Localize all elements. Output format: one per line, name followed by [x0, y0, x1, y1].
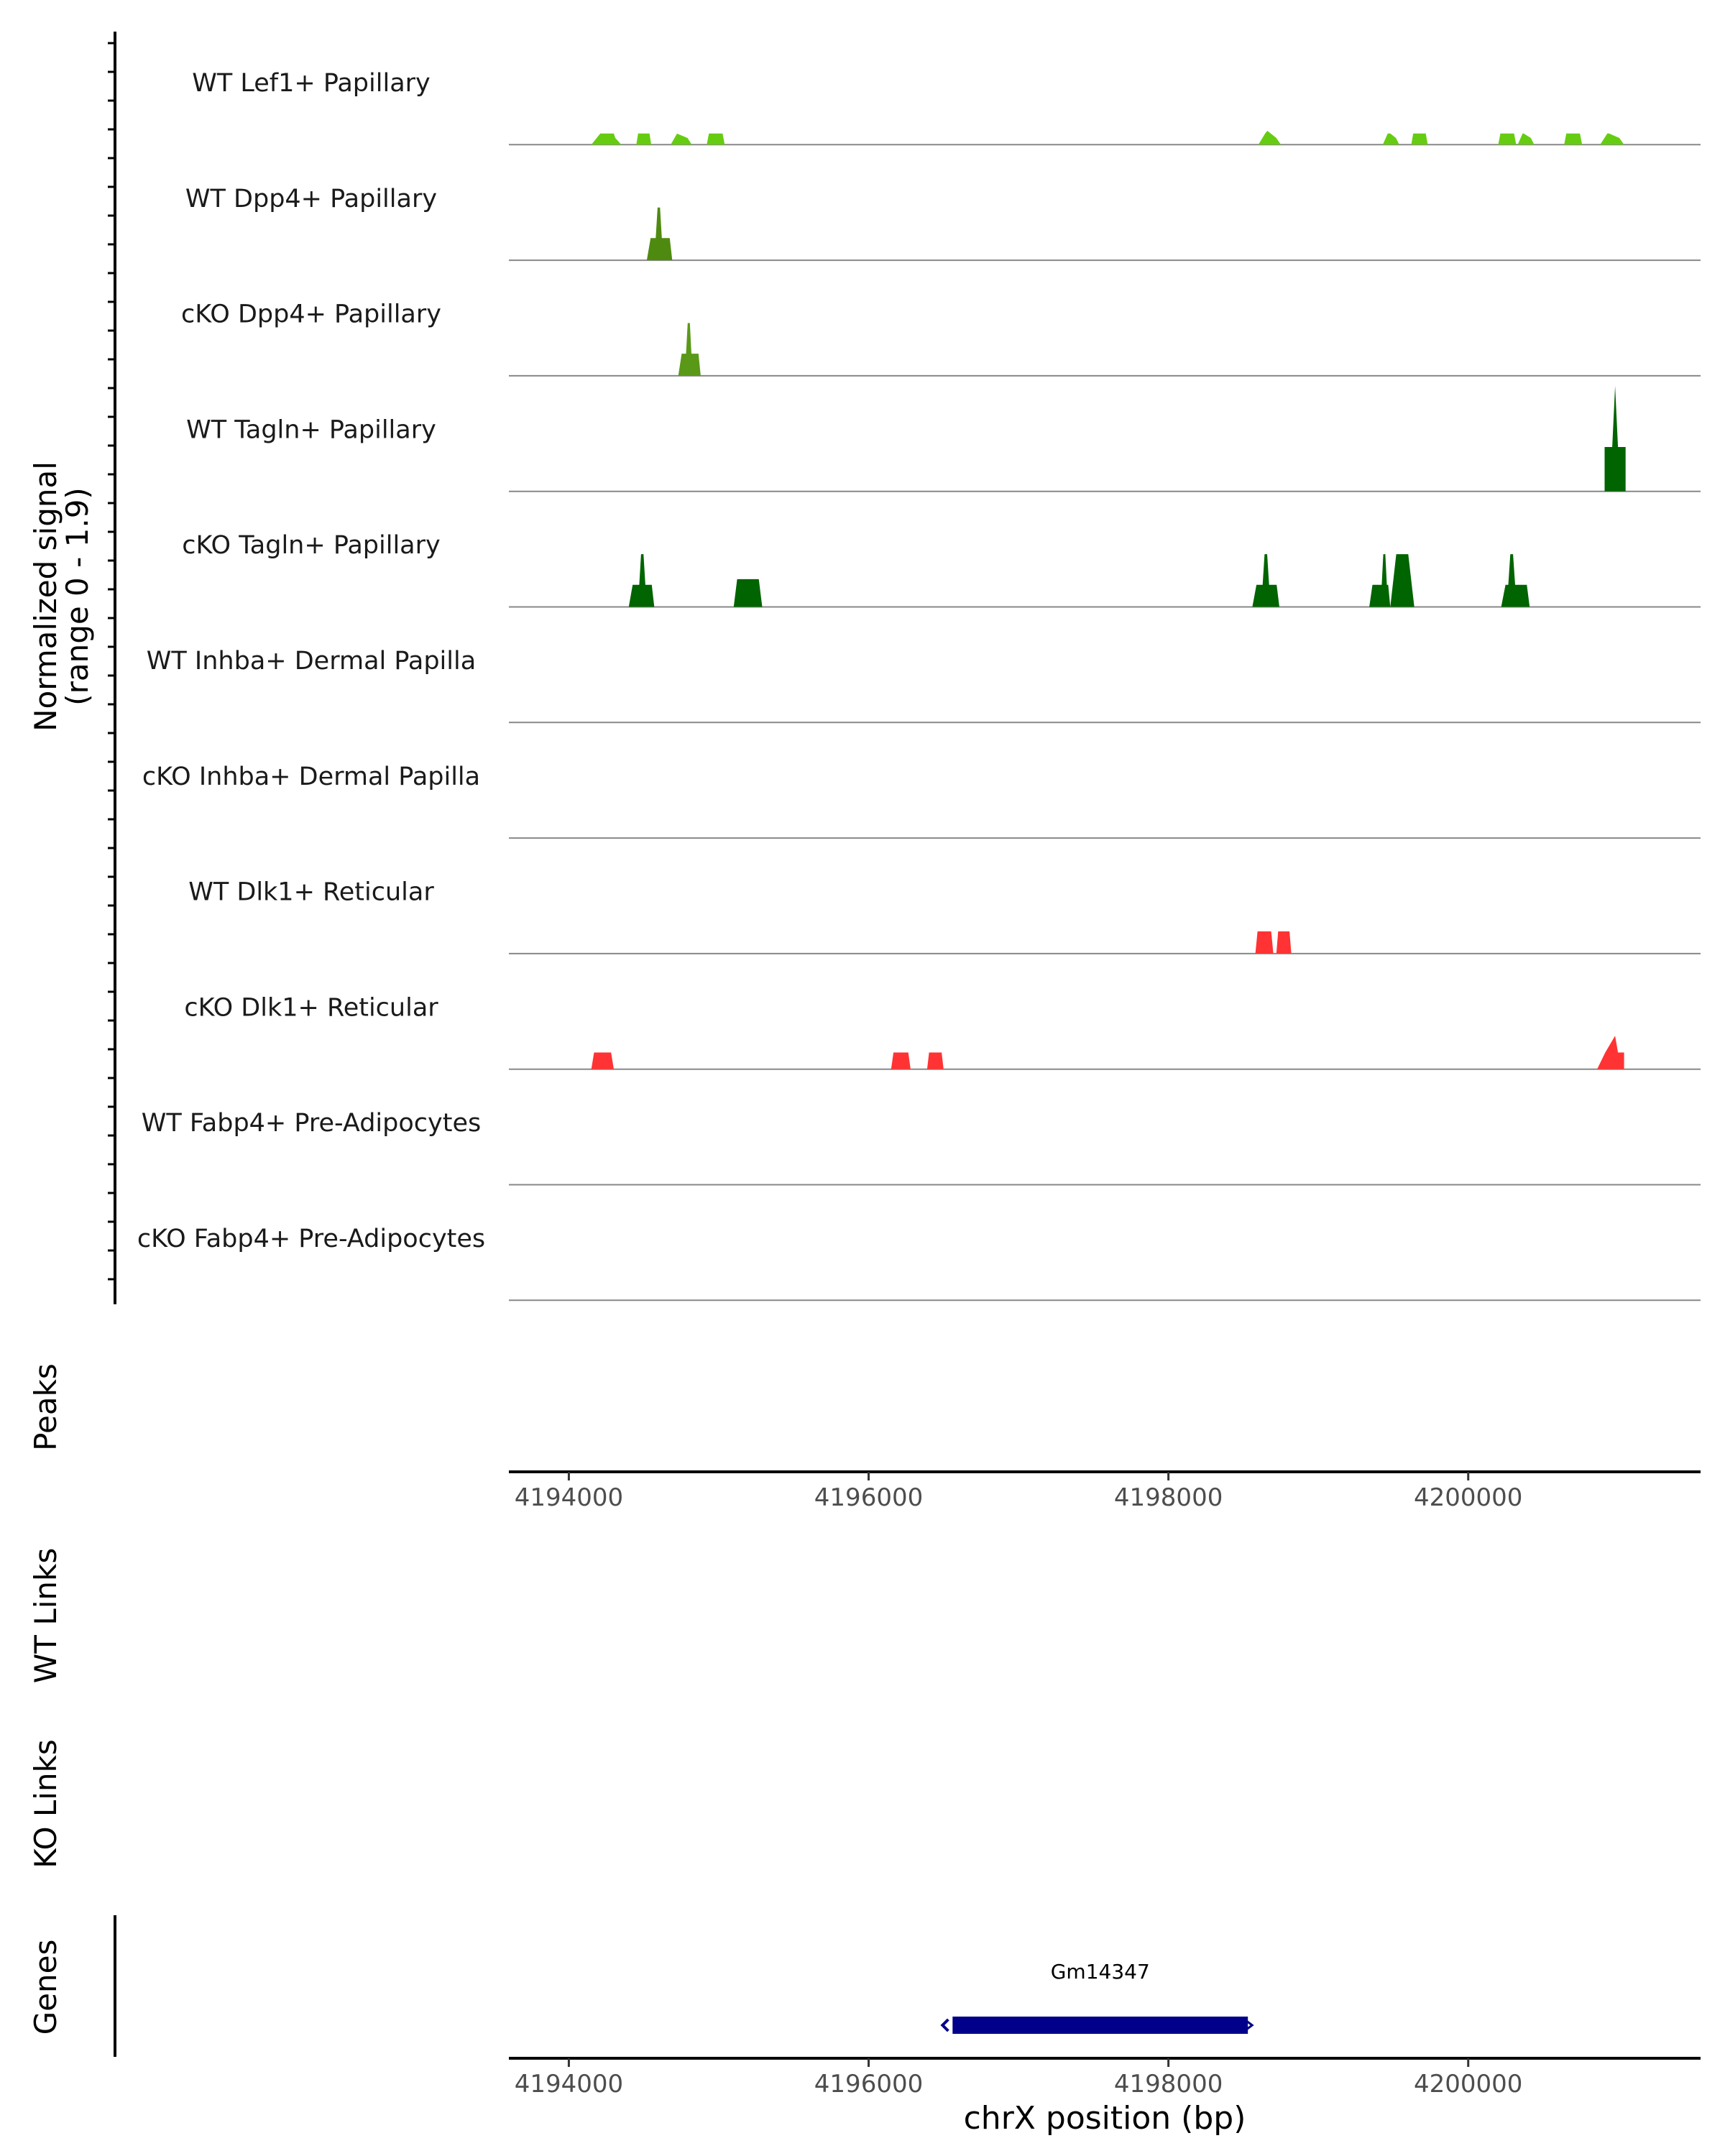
y-axis-label-line2: (range 0 - 1.9)	[60, 487, 95, 706]
signal-peak	[1252, 554, 1279, 607]
track-2: cKO Dpp4+ Papillary	[181, 300, 1701, 377]
track-label: cKO Tagln+ Papillary	[182, 531, 441, 560]
track-label: cKO Dpp4+ Papillary	[181, 300, 441, 329]
x-axis-upper-tick-label: 4198000	[1114, 1483, 1223, 1512]
x-axis-lower-tick-label: 4198000	[1114, 2070, 1223, 2099]
genes-group: Gm14347	[940, 1960, 1254, 2034]
signal-peak	[733, 579, 763, 607]
x-axis-lower: 4194000 4196000 4198000 4200000	[509, 2057, 1701, 2099]
signal-peak	[1382, 133, 1399, 145]
track-label: cKO Fabp4+ Pre-Adipocytes	[137, 1225, 485, 1253]
track-3: WT Tagln+ Papillary	[186, 385, 1701, 492]
tracks-group: WT Lef1+ Papillary WT Dpp4+ Papillary cKO …	[137, 69, 1701, 1302]
track-label: WT Dlk1+ Reticular	[188, 878, 434, 907]
track-label: WT Lef1+ Papillary	[192, 69, 431, 98]
signal-peak	[646, 207, 673, 261]
track-label: WT Tagln+ Papillary	[186, 415, 436, 444]
x-axis-upper-tick-label: 4196000	[814, 1483, 923, 1512]
track-4: cKO Tagln+ Papillary	[182, 531, 1701, 608]
track-label: cKO Inhba+ Dermal Papilla	[142, 763, 480, 791]
track-9: WT Fabp4+ Pre-Adipocytes	[142, 1109, 1701, 1186]
signal-peak	[1369, 554, 1391, 607]
signal-peak	[591, 133, 622, 145]
signal-peak	[1258, 131, 1282, 145]
x-axis-upper-tick-label: 4194000	[515, 1483, 623, 1512]
signal-peak	[1498, 133, 1517, 145]
signal-peak	[1597, 1036, 1624, 1069]
signal-peak	[1276, 931, 1292, 954]
genes-track-label: Genes	[28, 1940, 63, 2035]
signal-peak	[1564, 133, 1583, 145]
signal-peak	[1517, 133, 1535, 145]
track-0: WT Lef1+ Papillary	[192, 69, 1701, 146]
track-1: WT Dpp4+ Papillary	[185, 185, 1701, 262]
signal-peak	[1390, 554, 1414, 607]
track-8: cKO Dlk1+ Reticular	[184, 993, 1701, 1070]
track-6: cKO Inhba+ Dermal Papilla	[142, 763, 1701, 839]
wt-links-track-label: WT Links	[28, 1548, 63, 1683]
ko-links-track-label: KO Links	[28, 1739, 63, 1869]
signal-peak	[1255, 931, 1274, 954]
track-5: WT Inhba+ Dermal Papilla	[147, 647, 1701, 724]
x-axis-lower-tick-label: 4194000	[515, 2070, 623, 2099]
signal-peak	[628, 554, 655, 607]
x-axis-upper-tick-label: 4200000	[1414, 1483, 1522, 1512]
gene-label: Gm14347	[1051, 1960, 1150, 1984]
signal-peak	[1604, 385, 1626, 492]
track-label: WT Dpp4+ Papillary	[185, 185, 437, 213]
x-axis-title: chrX position (bp)	[964, 2100, 1246, 2137]
signal-peak	[891, 1052, 911, 1069]
signal-peak	[707, 133, 725, 145]
gene-strand-arrow	[940, 2018, 949, 2032]
signal-peak	[671, 133, 692, 145]
signal-y-axis	[108, 32, 116, 1304]
x-axis-lower-tick-label: 4196000	[814, 2070, 923, 2099]
signal-peak	[591, 1052, 614, 1069]
track-10: cKO Fabp4+ Pre-Adipocytes	[137, 1225, 1701, 1302]
track-label: cKO Dlk1+ Reticular	[184, 993, 438, 1022]
signal-peak	[636, 133, 652, 145]
signal-peak	[1411, 133, 1428, 145]
signal-peak	[926, 1052, 944, 1069]
track-7: WT Dlk1+ Reticular	[188, 878, 1701, 954]
gene-body	[952, 2017, 1248, 2034]
signal-peak	[1600, 133, 1624, 145]
track-label: WT Inhba+ Dermal Papilla	[147, 647, 476, 676]
track-label: WT Fabp4+ Pre-Adipocytes	[142, 1109, 481, 1138]
x-axis-lower-tick-label: 4200000	[1414, 2070, 1522, 2099]
signal-peak	[678, 323, 701, 376]
x-axis-upper: 4194000 4196000 4198000 4200000	[509, 1470, 1701, 1512]
y-axis-label-line1: Normalized signal	[28, 461, 63, 732]
peaks-track-label: Peaks	[28, 1363, 63, 1451]
gene-end-marker	[1246, 2019, 1254, 2031]
signal-peak	[1501, 554, 1530, 607]
